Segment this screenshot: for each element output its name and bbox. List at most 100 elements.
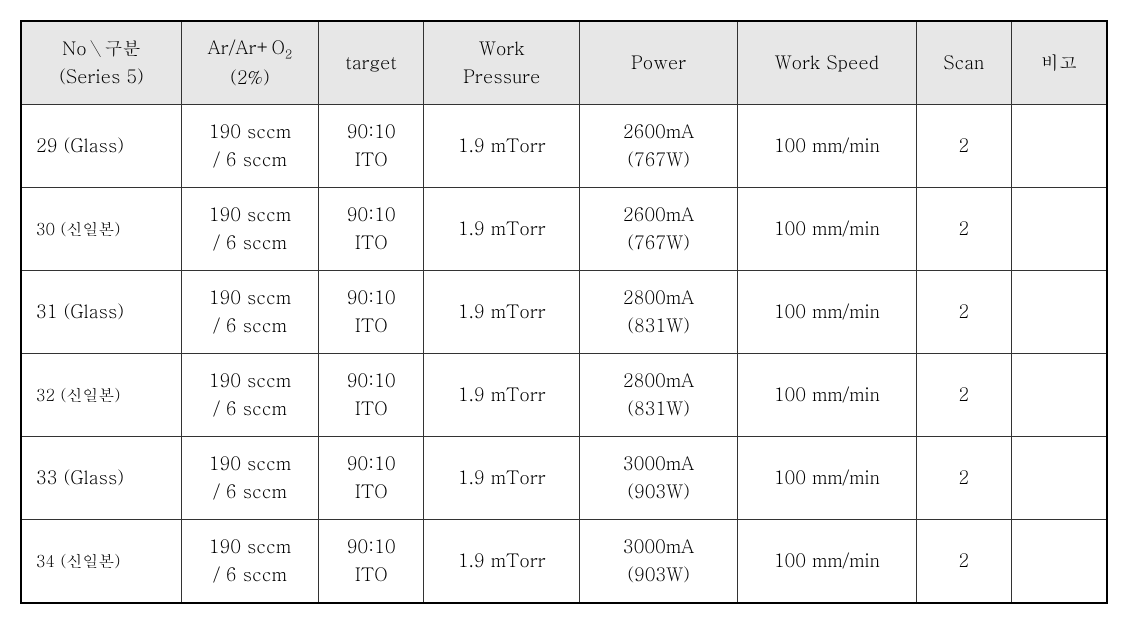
cell-power: 3000mA(903W)	[580, 437, 738, 520]
cell-ar: 190 sccm/ 6 sccm	[181, 354, 318, 437]
col-header-ws: Work Speed	[737, 21, 916, 105]
cell-note	[1011, 271, 1107, 354]
cell-target-line1: 90:10	[319, 533, 424, 561]
col-header-target: target	[318, 21, 424, 105]
cell-target: 90:10ITO	[318, 437, 424, 520]
cell-power: 2600mA(767W)	[580, 188, 738, 271]
cell-note	[1011, 520, 1107, 604]
header-ar-line1: Ar/Ar+O2	[182, 34, 318, 64]
cell-no: 30 (신일본)	[21, 188, 181, 271]
cell-power: 2800mA(831W)	[580, 354, 738, 437]
cell-target-line2: ITO	[319, 395, 424, 423]
header-no-line1: No＼구분	[22, 35, 181, 63]
cell-target: 90:10ITO	[318, 520, 424, 604]
cell-power: 2800mA(831W)	[580, 271, 738, 354]
cell-ws: 100 mm/min	[737, 437, 916, 520]
cell-ar-line2: / 6 sccm	[182, 229, 318, 257]
cell-scan: 2	[916, 437, 1011, 520]
cell-ws: 100 mm/min	[737, 188, 916, 271]
col-header-scan: Scan	[916, 21, 1011, 105]
cell-target-line2: ITO	[319, 146, 424, 174]
cell-note	[1011, 437, 1107, 520]
cell-no: 34 (신일본)	[21, 520, 181, 604]
cell-target-line1: 90:10	[319, 284, 424, 312]
cell-ar: 190 sccm/ 6 sccm	[181, 437, 318, 520]
cell-ar: 190 sccm/ 6 sccm	[181, 105, 318, 188]
cell-target-line2: ITO	[319, 478, 424, 506]
cell-ws: 100 mm/min	[737, 271, 916, 354]
cell-scan: 2	[916, 105, 1011, 188]
table-row: 32 (신일본)190 sccm/ 6 sccm90:10ITO1.9 mTor…	[21, 354, 1107, 437]
cell-note	[1011, 188, 1107, 271]
cell-wp: 1.9 mTorr	[424, 437, 580, 520]
table-body: 29 (Glass)190 sccm/ 6 sccm90:10ITO1.9 mT…	[21, 105, 1107, 604]
cell-no: 33 (Glass)	[21, 437, 181, 520]
cell-scan: 2	[916, 354, 1011, 437]
cell-no: 31 (Glass)	[21, 271, 181, 354]
col-header-note: 비고	[1011, 21, 1107, 105]
cell-target-line1: 90:10	[319, 201, 424, 229]
cell-no: 29 (Glass)	[21, 105, 181, 188]
table-row: 29 (Glass)190 sccm/ 6 sccm90:10ITO1.9 mT…	[21, 105, 1107, 188]
header-ar-line2: (2%)	[182, 64, 318, 92]
cell-ar-line2: / 6 sccm	[182, 561, 318, 589]
cell-target: 90:10ITO	[318, 354, 424, 437]
cell-ws: 100 mm/min	[737, 105, 916, 188]
cell-power-line2: (903W)	[580, 561, 737, 589]
cell-power-line2: (831W)	[580, 395, 737, 423]
cell-target-line1: 90:10	[319, 450, 424, 478]
cell-target-line1: 90:10	[319, 118, 424, 146]
cell-ar-line1: 190 sccm	[182, 118, 318, 146]
cell-power-line2: (767W)	[580, 229, 737, 257]
cell-ar-line2: / 6 sccm	[182, 395, 318, 423]
cell-ar: 190 sccm/ 6 sccm	[181, 271, 318, 354]
cell-power-line1: 3000mA	[580, 450, 737, 478]
cell-power: 2600mA(767W)	[580, 105, 738, 188]
cell-wp: 1.9 mTorr	[424, 520, 580, 604]
cell-note	[1011, 354, 1107, 437]
header-no-line2: (Series 5)	[22, 63, 181, 91]
cell-ar-line2: / 6 sccm	[182, 478, 318, 506]
cell-target: 90:10ITO	[318, 271, 424, 354]
table-row: 33 (Glass)190 sccm/ 6 sccm90:10ITO1.9 mT…	[21, 437, 1107, 520]
cell-target: 90:10ITO	[318, 188, 424, 271]
cell-power-line1: 2800mA	[580, 284, 737, 312]
cell-power-line2: (767W)	[580, 146, 737, 174]
table-row: 34 (신일본)190 sccm/ 6 sccm90:10ITO1.9 mTor…	[21, 520, 1107, 604]
cell-wp: 1.9 mTorr	[424, 271, 580, 354]
cell-ar-line1: 190 sccm	[182, 284, 318, 312]
experiment-table-container: No＼구분 (Series 5) Ar/Ar+O2 (2%) target Wo…	[20, 20, 1108, 604]
header-wp-line2: Pressure	[424, 63, 579, 91]
cell-ar-line1: 190 sccm	[182, 367, 318, 395]
cell-target-line1: 90:10	[319, 367, 424, 395]
cell-ar: 190 sccm/ 6 sccm	[181, 188, 318, 271]
cell-scan: 2	[916, 188, 1011, 271]
cell-power-line1: 2600mA	[580, 118, 737, 146]
cell-wp: 1.9 mTorr	[424, 354, 580, 437]
cell-ar-line1: 190 sccm	[182, 533, 318, 561]
cell-ar: 190 sccm/ 6 sccm	[181, 520, 318, 604]
table-row: 31 (Glass)190 sccm/ 6 sccm90:10ITO1.9 mT…	[21, 271, 1107, 354]
cell-no: 32 (신일본)	[21, 354, 181, 437]
header-wp-line1: Work	[424, 35, 579, 63]
cell-ws: 100 mm/min	[737, 354, 916, 437]
cell-ar-line1: 190 sccm	[182, 450, 318, 478]
cell-note	[1011, 105, 1107, 188]
cell-power-line1: 2600mA	[580, 201, 737, 229]
col-header-power: Power	[580, 21, 738, 105]
cell-power: 3000mA(903W)	[580, 520, 738, 604]
cell-wp: 1.9 mTorr	[424, 105, 580, 188]
cell-power-line1: 3000mA	[580, 533, 737, 561]
col-header-ar: Ar/Ar+O2 (2%)	[181, 21, 318, 105]
cell-target-line2: ITO	[319, 561, 424, 589]
cell-ar-line2: / 6 sccm	[182, 146, 318, 174]
cell-scan: 2	[916, 271, 1011, 354]
cell-power-line2: (903W)	[580, 478, 737, 506]
cell-ws: 100 mm/min	[737, 520, 916, 604]
cell-scan: 2	[916, 520, 1011, 604]
cell-target-line2: ITO	[319, 312, 424, 340]
cell-target: 90:10ITO	[318, 105, 424, 188]
cell-power-line1: 2800mA	[580, 367, 737, 395]
cell-ar-line2: / 6 sccm	[182, 312, 318, 340]
cell-wp: 1.9 mTorr	[424, 188, 580, 271]
